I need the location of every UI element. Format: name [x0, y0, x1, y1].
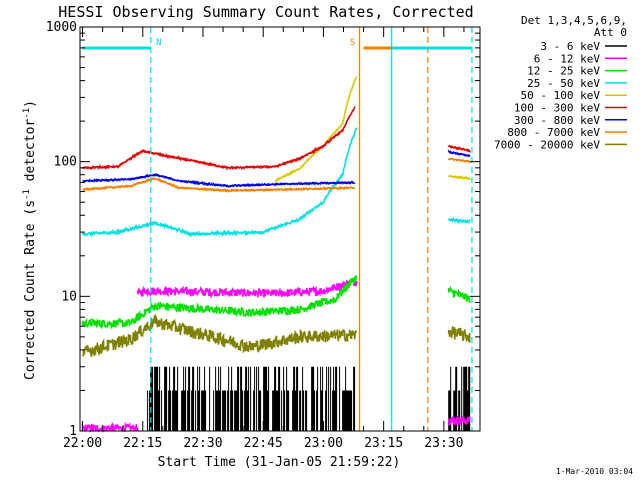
x-tick-label: 22:30	[183, 436, 222, 451]
x-tick-label: 22:45	[244, 436, 283, 451]
footer-date: 1-Mar-2010 03:04	[556, 467, 633, 476]
series-6-12-kev	[81, 421, 139, 433]
legend-label: 25 - 50 keV	[527, 77, 600, 90]
series-300-800-kev	[82, 172, 356, 188]
axes: 1 10 100 1000 22:00 22:15 22:30 22:45 23:00 23:15…	[46, 20, 481, 451]
y-axis-label-part: )	[23, 100, 38, 108]
legend-header: Att 0	[594, 26, 627, 39]
x-tick-label: 23:30	[424, 436, 463, 451]
legend-label: 800 - 7000 keV	[507, 126, 600, 139]
series-800-7000-kev	[82, 176, 356, 194]
legend-header: Det 1,3,4,5,6,9,	[521, 14, 627, 27]
legend-label: 300 - 800 keV	[514, 114, 600, 127]
legend-label: 3 - 6 keV	[540, 40, 600, 53]
series-50-100-kev	[274, 76, 357, 183]
x-tick-label: 22:15	[123, 436, 162, 451]
y-axis-label-part: Corrected Count Rate (s	[23, 200, 38, 380]
annotation-label: S	[350, 38, 355, 48]
series-25-50-kev	[447, 216, 471, 225]
series-6-12-kev	[447, 414, 471, 427]
plot-frame	[79, 26, 481, 432]
y-tick-label: 100	[54, 155, 77, 170]
chart-title: HESSI Observing Summary Count Rates, Cor…	[58, 3, 473, 21]
legend-label: 12 - 25 keV	[527, 65, 600, 78]
y-axis-label-superscript: -1	[22, 189, 32, 200]
legend-label: 7000 - 20000 keV	[494, 138, 600, 151]
legend-label: 6 - 12 keV	[534, 52, 601, 65]
series-100-300-kev	[81, 105, 356, 171]
series-7000-20000-kev	[447, 326, 471, 343]
series-3-6-kev	[448, 366, 471, 431]
y-axis-label-part: detector	[23, 119, 38, 190]
legend-label: 50 - 100 keV	[521, 89, 601, 102]
series-800-7000-kev	[447, 157, 471, 164]
series-100-300-kev	[447, 144, 471, 154]
series-300-800-kev	[447, 149, 471, 158]
y-tick-label: 1	[69, 424, 77, 439]
series-12-25-kev	[447, 285, 471, 303]
y-axis-label-superscript: -1	[22, 108, 32, 119]
y-tick-label: 1000	[46, 20, 77, 35]
series-12-25-kev	[81, 275, 358, 330]
series-3-6-kev	[147, 366, 356, 431]
annotation-label: N	[156, 38, 161, 48]
legend-label: 100 - 300 keV	[514, 102, 600, 115]
series-25-50-kev	[81, 127, 358, 238]
x-tick-label: 22:00	[63, 436, 102, 451]
x-tick-label: 23:00	[304, 436, 343, 451]
x-tick-label: 23:15	[364, 436, 403, 451]
y-tick-label: 10	[61, 289, 77, 304]
x-axis-label: Start Time (31-Jan-05 21:59:22)	[158, 455, 401, 470]
series-6-12-kev	[137, 278, 358, 299]
y-axis-label: Corrected Count Rate (s-1 detector-1)	[22, 100, 38, 380]
series-50-100-kev	[447, 174, 471, 181]
series-7000-20000-kev	[81, 313, 358, 358]
